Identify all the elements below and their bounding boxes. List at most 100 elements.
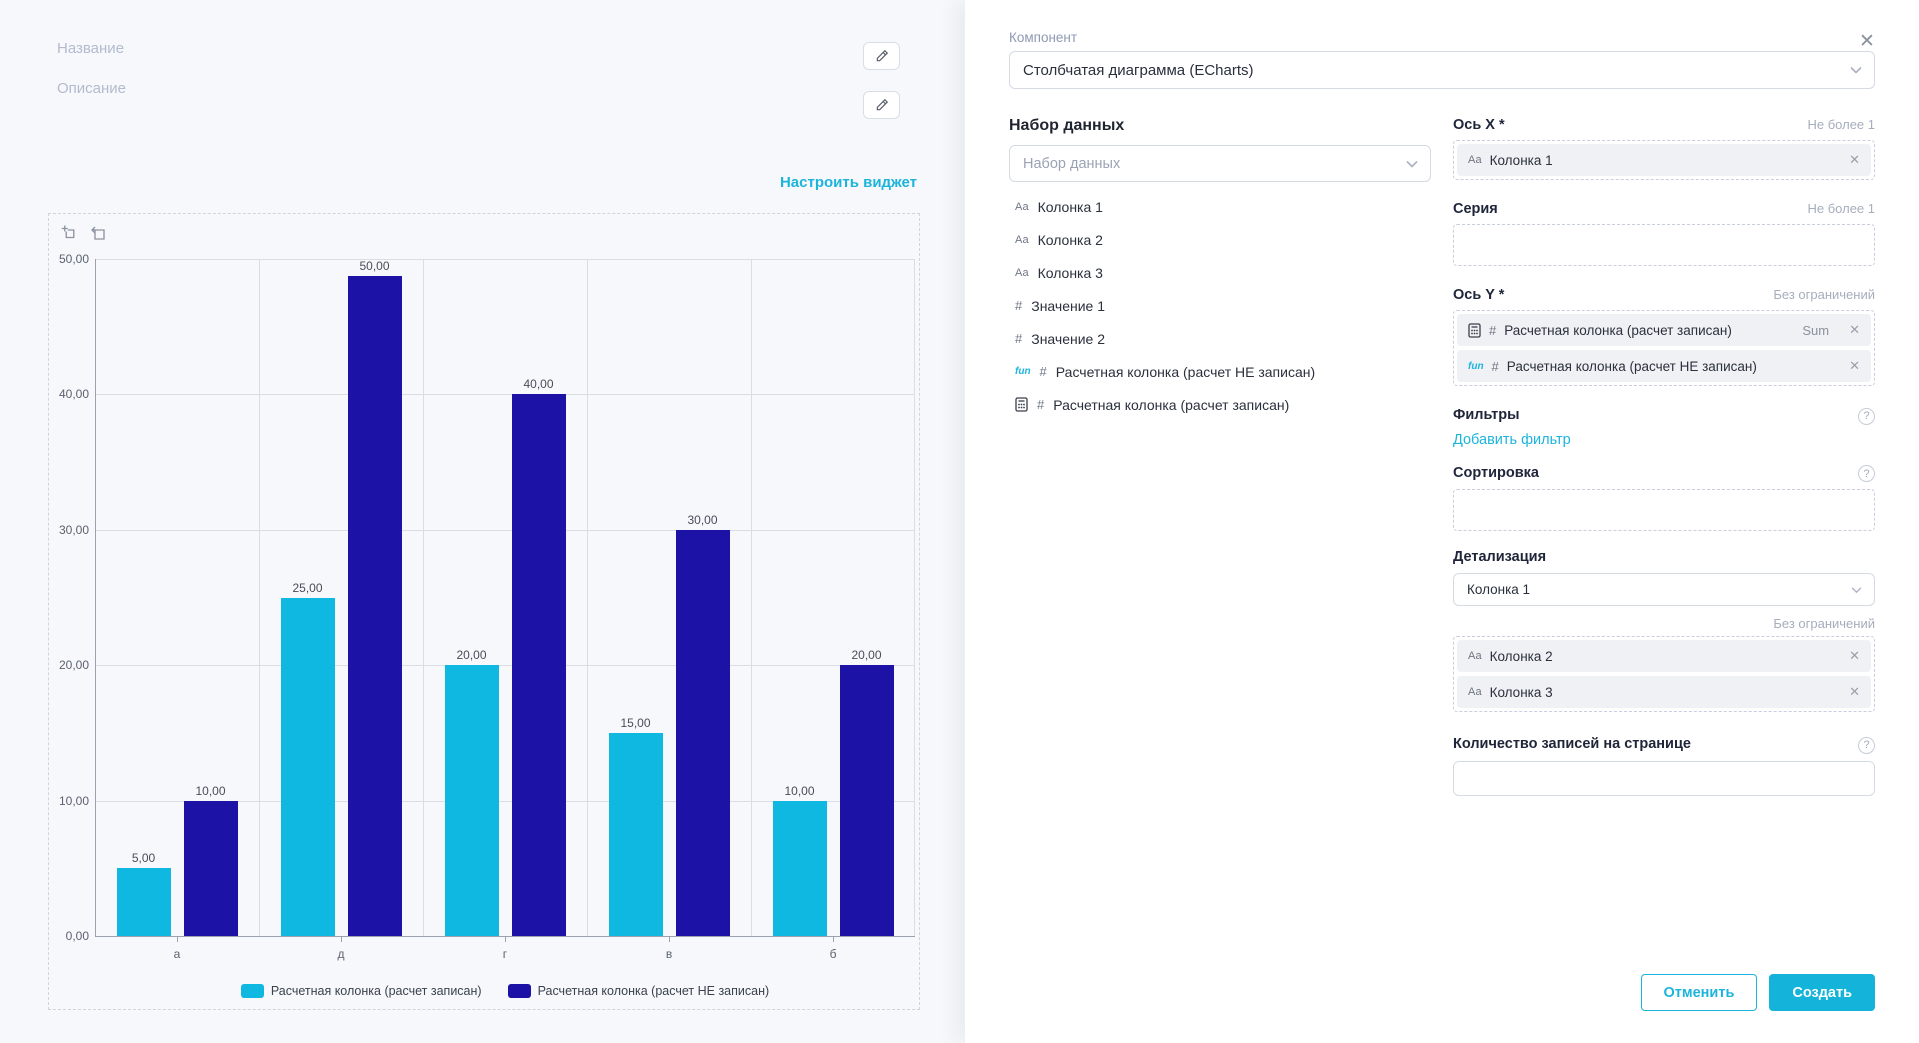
bar-series-1[interactable] — [280, 597, 335, 936]
bar-value-label: 40,00 — [523, 377, 554, 392]
x-axis-label: Ось X * — [1453, 117, 1505, 133]
text-column-icon: Аа — [1015, 200, 1029, 213]
field-tag[interactable]: Аа Колонка 3 ✕ — [1457, 676, 1871, 708]
field-tag-label: Колонка 1 — [1489, 152, 1553, 168]
remove-tag-icon[interactable]: ✕ — [1849, 684, 1860, 699]
dataset-item[interactable]: Аа Колонка 2 — [1009, 223, 1431, 256]
calculator-icon — [1015, 397, 1028, 412]
chevron-down-icon — [1850, 66, 1862, 74]
field-tag[interactable]: fun # Расчетная колонка (расчет НЕ записан… — [1457, 350, 1871, 382]
edit-name-button[interactable] — [863, 42, 900, 70]
bar-series-2[interactable] — [347, 276, 402, 936]
sorting-label: Сортировка — [1453, 464, 1539, 481]
bar-value-label: 30,00 — [687, 512, 718, 527]
chart-toolbox — [60, 223, 108, 243]
component-select[interactable]: Столбчатая диаграмма (ECharts) — [1009, 51, 1875, 89]
text-column-icon: Аа — [1468, 686, 1482, 698]
edit-description-button[interactable] — [863, 91, 900, 119]
restore-icon[interactable] — [88, 223, 108, 243]
detail-label: Детализация — [1453, 549, 1547, 565]
gridline — [423, 259, 424, 936]
bar-value-label: 15,00 — [620, 715, 651, 730]
bar-series-1[interactable] — [772, 800, 827, 936]
x-tick-label: б — [829, 947, 837, 961]
bar-value-label: 20,00 — [456, 648, 487, 663]
create-button[interactable]: Создать — [1769, 974, 1875, 1011]
widget-name-field[interactable]: Название — [57, 40, 125, 57]
close-icon[interactable]: ✕ — [1859, 31, 1875, 52]
bar-value-label: 10,00 — [195, 783, 226, 798]
gridline — [95, 665, 915, 667]
dataset-item[interactable]: # Значение 2 — [1009, 322, 1431, 355]
bar-series-1[interactable] — [608, 732, 663, 936]
filters-label: Фильтры — [1453, 407, 1520, 423]
bar-series-2[interactable] — [511, 394, 566, 936]
bar-group: 10,00 — [183, 259, 238, 936]
category-group: 10,00 20,00 — [751, 259, 915, 936]
chevron-down-icon — [1406, 160, 1418, 168]
detail-limit: Без ограничений — [1773, 616, 1875, 631]
dataset-item[interactable]: # Расчетная колонка (расчет записан) — [1009, 388, 1431, 421]
y-axis-dropzone[interactable]: # Расчетная колонка (расчет записан) Sum ✕ f… — [1453, 310, 1875, 386]
dataset-item-label: Колонка 2 — [1037, 231, 1103, 248]
field-tag[interactable]: # Расчетная колонка (расчет записан) Sum ✕ — [1457, 314, 1871, 346]
category-group: 15,00 30,00 — [587, 259, 751, 936]
dataset-item[interactable]: fun # Расчетная колонка (расчет НЕ записан… — [1009, 355, 1431, 388]
bar-value-label: 50,00 — [359, 259, 390, 273]
number-icon: # — [1015, 331, 1023, 346]
remove-tag-icon[interactable]: ✕ — [1849, 322, 1860, 337]
add-filter-link[interactable]: Добавить фильтр — [1453, 431, 1571, 448]
help-icon[interactable]: ? — [1858, 736, 1875, 754]
chart-plot-area: 5,00 10,00 25,00 50,00 20,00 40,00 15,00 30,00 1… — [95, 259, 915, 937]
datazoom-icon[interactable] — [60, 223, 80, 243]
bar-value-label: 20,00 — [851, 648, 882, 663]
number-icon: # — [1489, 322, 1497, 338]
function-icon: fun — [1015, 366, 1031, 377]
x-axis-limit: Не более 1 — [1807, 117, 1875, 132]
field-tag[interactable]: Аа Колонка 2 ✕ — [1457, 640, 1871, 672]
text-column-icon: Аа — [1468, 650, 1482, 662]
remove-tag-icon[interactable]: ✕ — [1849, 358, 1860, 373]
detail-select-value: Колонка 1 — [1467, 582, 1531, 597]
x-axis-line — [95, 936, 915, 937]
remove-tag-icon[interactable]: ✕ — [1849, 648, 1860, 663]
legend-item[interactable]: Расчетная колонка (расчет записан) — [240, 984, 482, 998]
detail-select[interactable]: Колонка 1 — [1453, 573, 1875, 606]
legend-item[interactable]: Расчетная колонка (расчет НЕ записан) — [507, 984, 769, 998]
gridline — [914, 259, 915, 936]
bar-series-1[interactable] — [116, 868, 171, 936]
help-icon[interactable]: ? — [1858, 465, 1875, 482]
legend-label: Расчетная колонка (расчет записан) — [270, 984, 482, 998]
sorting-dropzone[interactable] — [1453, 489, 1875, 531]
dataset-item[interactable]: Аа Колонка 3 — [1009, 256, 1431, 289]
widget-preview-panel: Название Описание Настроить виджет — [48, 40, 920, 1010]
cancel-button[interactable]: Отменить — [1640, 974, 1758, 1011]
series-dropzone[interactable] — [1453, 224, 1875, 266]
bar-group: 5,00 — [116, 259, 171, 936]
bar-series-2[interactable] — [183, 800, 238, 936]
bar-series-2[interactable] — [839, 665, 894, 936]
category-group: 25,00 50,00 — [259, 259, 423, 936]
dataset-search-select[interactable]: Набор данных — [1009, 145, 1431, 182]
remove-tag-icon[interactable]: ✕ — [1849, 152, 1860, 167]
aggregation-badge[interactable]: Sum — [1802, 322, 1830, 338]
field-tag[interactable]: Аа Колонка 1 ✕ — [1457, 144, 1871, 176]
field-tag-label: Расчетная колонка (расчет НЕ записан) — [1506, 358, 1757, 374]
bar-series-1[interactable] — [444, 665, 499, 936]
bar-series-2[interactable] — [675, 529, 730, 936]
bar-group: 40,00 — [511, 259, 566, 936]
widget-description-field[interactable]: Описание — [57, 80, 127, 97]
configure-widget-link[interactable]: Настроить виджет — [779, 174, 917, 191]
help-icon[interactable]: ? — [1858, 407, 1875, 425]
page-size-input[interactable] — [1453, 760, 1875, 796]
category-group: 5,00 10,00 — [95, 259, 259, 936]
widget-settings-dialog: ✕ Компонент Столбчатая диаграмма (EChart… — [965, 0, 1919, 1043]
detail-dropzone[interactable]: Аа Колонка 2 ✕ Аа Колонка 3 ✕ — [1453, 636, 1875, 712]
text-column-icon: Аа — [1468, 154, 1482, 166]
number-icon: # — [1491, 358, 1499, 374]
x-axis-dropzone[interactable]: Аа Колонка 1 ✕ — [1453, 140, 1875, 180]
dataset-title: Набор данных — [1009, 117, 1125, 134]
dataset-item[interactable]: Аа Колонка 1 — [1009, 190, 1431, 223]
y-tick-label: 30,00 — [58, 522, 89, 537]
dataset-item[interactable]: # Значение 1 — [1009, 289, 1431, 322]
